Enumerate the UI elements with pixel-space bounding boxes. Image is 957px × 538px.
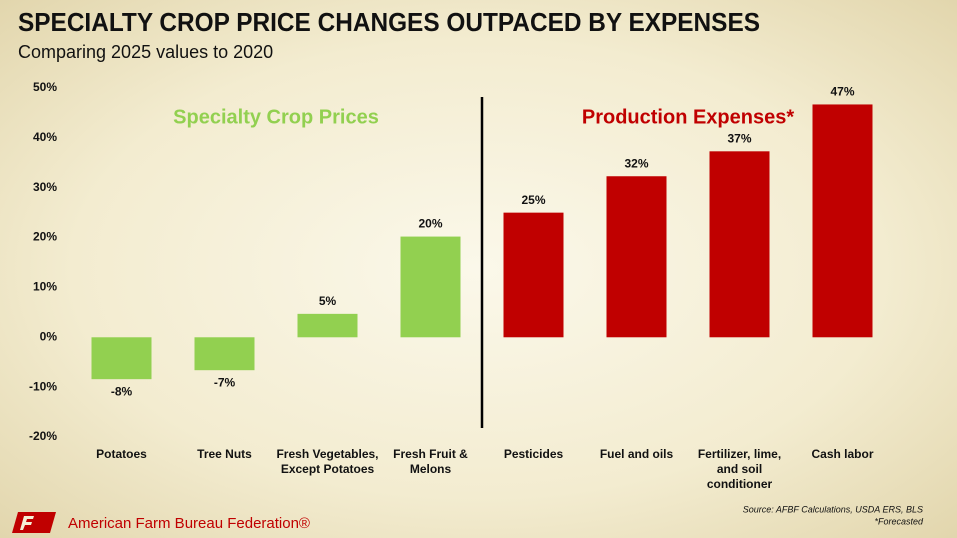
bar — [400, 236, 461, 338]
y-tick-label: -10% — [29, 379, 57, 393]
y-tick-label: 20% — [33, 230, 57, 244]
chart-subtitle: Comparing 2025 values to 2020 — [18, 42, 273, 62]
bar — [91, 337, 152, 380]
x-tick-label: Fertilizer, lime, and soil conditioner — [697, 447, 782, 491]
value-label: -8% — [111, 384, 133, 398]
logo-icon — [12, 512, 56, 533]
y-tick-label: 30% — [33, 180, 57, 194]
y-tick-label: 10% — [33, 280, 57, 294]
value-label: 20% — [418, 217, 442, 231]
x-tick-label: Potatoes — [96, 447, 147, 461]
group-label: Specialty Crop Prices — [173, 106, 379, 128]
x-tick-label: Fresh Fruit & Melons — [393, 447, 468, 476]
value-label: 25% — [521, 193, 545, 207]
logo-icon-mark — [20, 516, 34, 530]
value-label: -7% — [214, 375, 236, 389]
y-tick-label: 40% — [33, 130, 57, 144]
value-label: 47% — [830, 85, 854, 99]
y-tick-label: 50% — [33, 80, 57, 94]
y-tick-label: 0% — [40, 329, 58, 343]
x-tick-label: Tree Nuts — [197, 447, 252, 461]
bar — [709, 151, 770, 338]
value-label: 32% — [624, 156, 648, 170]
bar — [606, 176, 667, 338]
x-tick-label: Fresh Vegetables, Except Potatoes — [276, 447, 379, 476]
x-tick-label: Cash labor — [811, 447, 874, 461]
bar — [297, 313, 358, 338]
group-label: Production Expenses* — [582, 106, 794, 128]
bar — [503, 212, 564, 338]
value-label: 5% — [319, 294, 337, 308]
source: Source: AFBF Calculations, USDA ERS, BLS — [743, 504, 923, 514]
value-label: 37% — [727, 131, 751, 145]
x-tick-label: Fuel and oils — [599, 447, 674, 461]
bar — [194, 337, 255, 371]
y-tick-label: -20% — [29, 429, 57, 443]
bar — [812, 104, 873, 338]
footnote: *Forecasted — [874, 516, 924, 526]
organization: American Farm Bureau Federation® — [68, 515, 310, 532]
x-tick-label: Pesticides — [503, 447, 564, 461]
chart-title: SPECIALTY CROP PRICE CHANGES OUTPACED BY… — [18, 7, 760, 37]
